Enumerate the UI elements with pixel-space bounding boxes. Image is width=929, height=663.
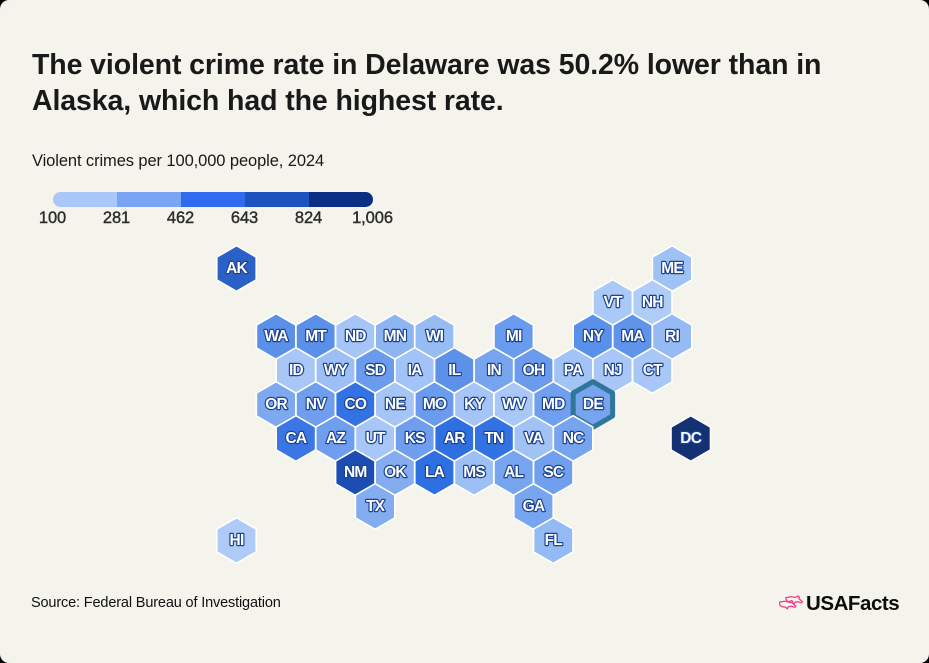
svg-text:MD: MD: [542, 396, 565, 413]
svg-text:MT: MT: [305, 328, 327, 345]
svg-text:DE: DE: [583, 396, 603, 413]
svg-text:CT: CT: [643, 362, 663, 379]
svg-text:MS: MS: [463, 464, 485, 481]
svg-text:SC: SC: [543, 464, 564, 481]
svg-text:CA: CA: [286, 430, 307, 447]
svg-text:MA: MA: [621, 328, 644, 345]
svg-text:NV: NV: [306, 396, 327, 413]
svg-text:HI: HI: [230, 532, 244, 549]
svg-text:SD: SD: [365, 362, 386, 379]
svg-text:WI: WI: [426, 328, 444, 345]
svg-text:KY: KY: [464, 396, 485, 413]
svg-text:NY: NY: [583, 328, 604, 345]
svg-text:IN: IN: [487, 362, 502, 379]
svg-text:VT: VT: [604, 294, 624, 311]
svg-text:UT: UT: [366, 430, 386, 447]
svg-text:NJ: NJ: [604, 362, 622, 379]
svg-text:OK: OK: [384, 464, 407, 481]
svg-text:NC: NC: [563, 430, 584, 447]
svg-text:TX: TX: [366, 498, 386, 515]
svg-text:LA: LA: [425, 464, 445, 481]
svg-text:ID: ID: [289, 362, 304, 379]
svg-text:ND: ND: [345, 328, 366, 345]
svg-text:MI: MI: [506, 328, 522, 345]
svg-text:OH: OH: [523, 362, 545, 379]
svg-text:MN: MN: [384, 328, 407, 345]
svg-text:FL: FL: [545, 532, 563, 549]
svg-text:AL: AL: [504, 464, 523, 481]
svg-text:NM: NM: [344, 464, 367, 481]
svg-text:TN: TN: [484, 430, 504, 447]
svg-text:IA: IA: [408, 362, 423, 379]
svg-text:RI: RI: [665, 328, 679, 345]
svg-text:NE: NE: [385, 396, 405, 413]
svg-text:OR: OR: [265, 396, 287, 413]
svg-text:CO: CO: [344, 396, 366, 413]
svg-text:IL: IL: [448, 362, 461, 379]
svg-text:AR: AR: [444, 430, 465, 447]
svg-text:WY: WY: [324, 362, 349, 379]
svg-text:WV: WV: [502, 396, 527, 413]
svg-text:AK: AK: [226, 260, 248, 277]
svg-text:GA: GA: [523, 498, 545, 515]
svg-text:KS: KS: [405, 430, 425, 447]
svg-text:PA: PA: [564, 362, 583, 379]
svg-text:VA: VA: [524, 430, 543, 447]
svg-text:WA: WA: [264, 328, 288, 345]
svg-text:AZ: AZ: [326, 430, 346, 447]
svg-text:ME: ME: [661, 260, 683, 277]
svg-text:MO: MO: [423, 396, 447, 413]
svg-text:DC: DC: [680, 430, 701, 447]
svg-text:NH: NH: [642, 294, 663, 311]
